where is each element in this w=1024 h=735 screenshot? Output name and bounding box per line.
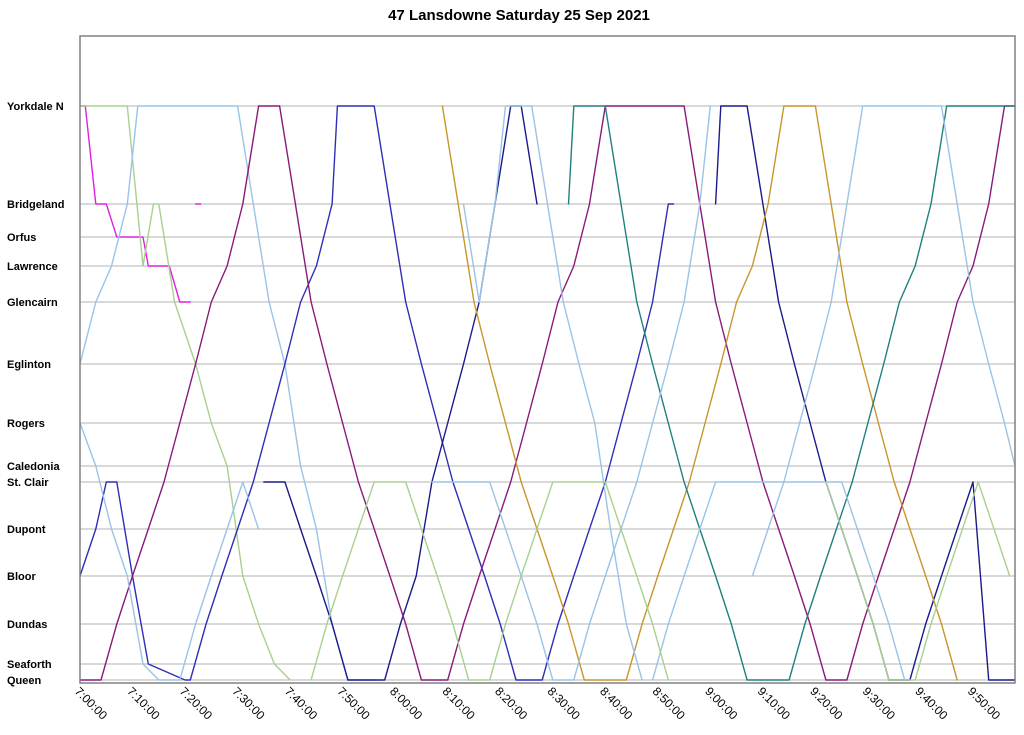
time-tick-label: 8:00:00 [387, 684, 425, 722]
time-tick-label: 7:30:00 [229, 684, 267, 722]
time-tick-label: 9:40:00 [912, 684, 950, 722]
trip-line-12 [431, 105, 711, 681]
trip-line-10 [567, 105, 1016, 681]
time-tick-label: 8:30:00 [545, 684, 583, 722]
time-tick-label: 9:00:00 [702, 684, 740, 722]
stop-label: St. Clair [7, 477, 49, 489]
trip-line-7 [714, 105, 1016, 681]
stop-label: Yorkdale N [7, 101, 64, 113]
trip-line-9 [441, 105, 958, 681]
trip-line-8 [79, 105, 1016, 681]
stop-label: Rogers [7, 418, 45, 430]
stop-label: Dundas [7, 619, 47, 631]
time-tick-label: 8:50:00 [650, 684, 688, 722]
time-tick-label: 8:20:00 [492, 684, 530, 722]
stop-labels: Yorkdale N Bridgeland Orfus Lawrence Glencai… [7, 101, 64, 687]
chart-title: 47 Lansdowne Saturday 25 Sep 2021 [388, 7, 650, 24]
stop-label: Bloor [7, 571, 36, 583]
stop-label: Lawrence [7, 261, 58, 273]
trip-line-4 [79, 105, 375, 681]
trip-line-17 [825, 481, 1011, 681]
trip-lines [79, 105, 1016, 681]
time-tick-label: 9:30:00 [860, 684, 898, 722]
stop-label: Seaforth [7, 659, 52, 671]
time-tick-label: 9:50:00 [965, 684, 1003, 722]
time-labels: 7:00:00 7:10:00 7:20:00 7:30:00 7:40:00 7:50:… [72, 684, 1003, 722]
time-tick-label: 8:40:00 [597, 684, 635, 722]
plot-frame [79, 35, 1016, 684]
stop-label: Queen [7, 675, 42, 687]
trip-line-5 [79, 105, 675, 681]
time-tick-label: 7:50:00 [335, 684, 373, 722]
trip-line-11 [79, 422, 260, 681]
stop-label: Eglinton [7, 359, 51, 371]
trip-line-6 [263, 105, 538, 681]
time-tick-label: 7:00:00 [72, 684, 110, 722]
trip-line-16 [310, 481, 669, 681]
trip-line-3 [79, 105, 291, 681]
trip-line-15 [751, 105, 1016, 577]
trip-line-1 [79, 105, 192, 303]
time-tick-label: 7:10:00 [124, 684, 162, 722]
time-tick-label: 9:20:00 [807, 684, 845, 722]
time-tick-label: 7:40:00 [282, 684, 320, 722]
time-tick-label: 7:20:00 [177, 684, 215, 722]
time-tick-label: 8:10:00 [440, 684, 478, 722]
stop-label: Bridgeland [7, 199, 64, 211]
stop-label: Dupont [7, 524, 46, 536]
trip-line-14 [651, 481, 906, 681]
stop-label: Orfus [7, 232, 36, 244]
time-tick-label: 9:10:00 [755, 684, 793, 722]
gridlines [80, 105, 1015, 681]
stop-label: Glencairn [7, 297, 58, 309]
stop-label: Caledonia [7, 461, 60, 473]
trip-line-13 [462, 105, 643, 681]
